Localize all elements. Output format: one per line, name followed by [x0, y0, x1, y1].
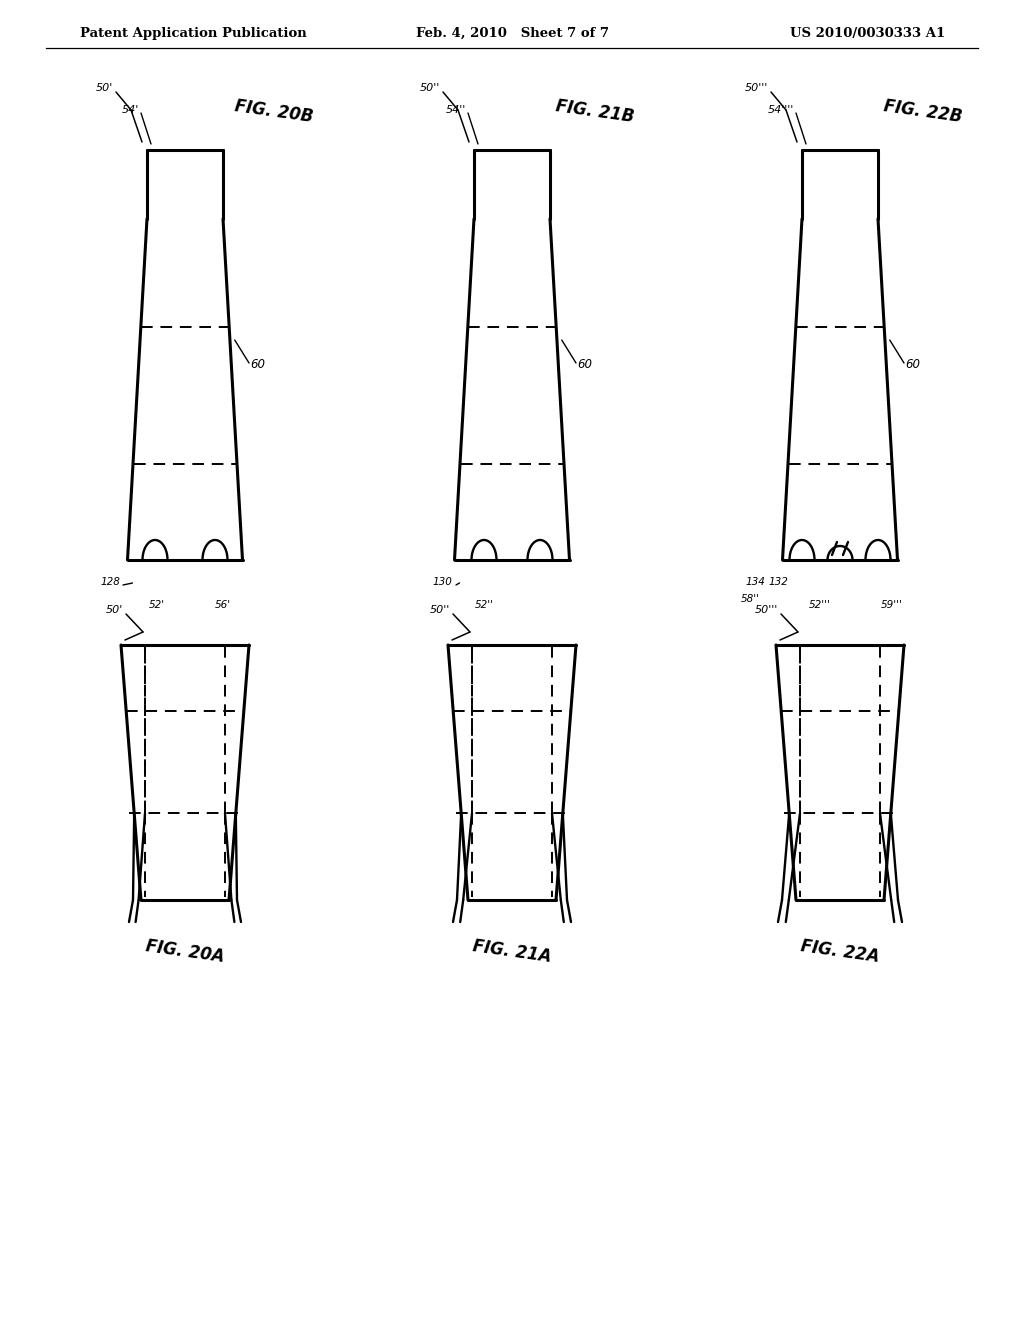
Text: 52''': 52''': [809, 601, 830, 610]
Text: 59''': 59''': [881, 601, 903, 610]
Text: 50'': 50'': [420, 83, 440, 92]
Text: FIG. 21A: FIG. 21A: [471, 937, 553, 966]
Text: Feb. 4, 2010   Sheet 7 of 7: Feb. 4, 2010 Sheet 7 of 7: [416, 26, 608, 40]
Text: 50': 50': [105, 605, 123, 615]
Text: 128: 128: [100, 577, 120, 587]
Text: 54'': 54'': [445, 106, 466, 115]
Text: US 2010/0030333 A1: US 2010/0030333 A1: [790, 26, 945, 40]
Text: 52'': 52'': [474, 601, 494, 610]
Text: 132: 132: [768, 577, 788, 587]
Text: 60: 60: [577, 359, 592, 371]
Text: 60: 60: [905, 359, 920, 371]
Text: 50': 50': [96, 83, 113, 92]
Text: FIG. 20B: FIG. 20B: [233, 98, 314, 127]
Text: 54': 54': [122, 106, 139, 115]
Text: 134: 134: [745, 577, 765, 587]
Text: Patent Application Publication: Patent Application Publication: [80, 26, 307, 40]
Text: FIG. 21B: FIG. 21B: [554, 98, 635, 127]
Text: FIG. 20A: FIG. 20A: [144, 937, 225, 966]
Text: 58'': 58'': [741, 594, 760, 605]
Text: 52': 52': [148, 601, 165, 610]
Text: 50''': 50''': [755, 605, 778, 615]
Text: 54'''': 54'''': [768, 106, 794, 115]
Text: 60: 60: [250, 359, 265, 371]
Text: FIG. 22A: FIG. 22A: [800, 937, 881, 966]
Text: 50''': 50''': [744, 83, 768, 92]
Text: FIG. 22B: FIG. 22B: [882, 98, 963, 127]
Text: 56': 56': [215, 601, 231, 610]
Text: 50'': 50'': [430, 605, 450, 615]
Text: 130: 130: [432, 577, 452, 587]
